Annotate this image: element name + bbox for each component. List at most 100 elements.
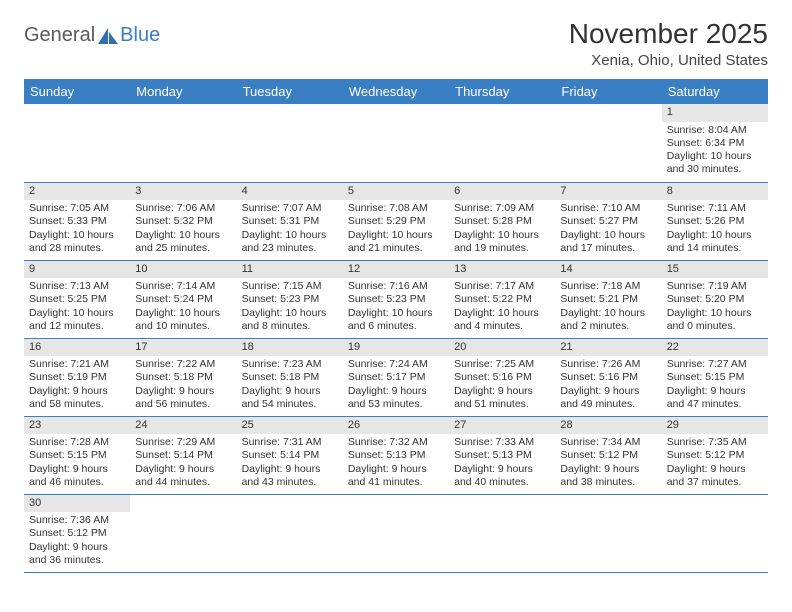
sunrise-line: Sunrise: 7:08 AM: [348, 202, 444, 215]
day-number: 30: [24, 495, 130, 513]
daylight-line: Daylight: 9 hours and 38 minutes.: [560, 463, 656, 489]
day-info: Sunrise: 7:21 AMSunset: 5:19 PMDaylight:…: [24, 356, 130, 415]
day-number: 27: [449, 417, 555, 435]
day-info: Sunrise: 7:29 AMSunset: 5:14 PMDaylight:…: [130, 434, 236, 493]
calendar-empty-cell: [130, 494, 236, 572]
calendar-day-cell: 11Sunrise: 7:15 AMSunset: 5:23 PMDayligh…: [237, 260, 343, 338]
day-info: Sunrise: 7:27 AMSunset: 5:15 PMDaylight:…: [662, 356, 768, 415]
day-info: Sunrise: 7:07 AMSunset: 5:31 PMDaylight:…: [237, 200, 343, 259]
sunrise-line: Sunrise: 7:28 AM: [29, 436, 125, 449]
calendar-day-cell: 5Sunrise: 7:08 AMSunset: 5:29 PMDaylight…: [343, 182, 449, 260]
sunset-line: Sunset: 5:27 PM: [560, 215, 656, 228]
sunrise-line: Sunrise: 7:05 AM: [29, 202, 125, 215]
sunset-line: Sunset: 5:26 PM: [667, 215, 763, 228]
calendar-day-cell: 12Sunrise: 7:16 AMSunset: 5:23 PMDayligh…: [343, 260, 449, 338]
sunset-line: Sunset: 5:14 PM: [135, 449, 231, 462]
calendar-empty-cell: [343, 104, 449, 182]
sunset-line: Sunset: 5:12 PM: [667, 449, 763, 462]
daylight-line: Daylight: 9 hours and 40 minutes.: [454, 463, 550, 489]
day-info: Sunrise: 7:15 AMSunset: 5:23 PMDaylight:…: [237, 278, 343, 337]
calendar-table: SundayMondayTuesdayWednesdayThursdayFrid…: [24, 79, 768, 573]
daylight-line: Daylight: 9 hours and 58 minutes.: [29, 385, 125, 411]
calendar-week-row: 1Sunrise: 8:04 AMSunset: 6:34 PMDaylight…: [24, 104, 768, 182]
sunset-line: Sunset: 5:18 PM: [242, 371, 338, 384]
sunset-line: Sunset: 5:23 PM: [242, 293, 338, 306]
calendar-day-cell: 2Sunrise: 7:05 AMSunset: 5:33 PMDaylight…: [24, 182, 130, 260]
month-title: November 2025: [569, 18, 768, 50]
calendar-day-cell: 6Sunrise: 7:09 AMSunset: 5:28 PMDaylight…: [449, 182, 555, 260]
day-info: Sunrise: 7:09 AMSunset: 5:28 PMDaylight:…: [449, 200, 555, 259]
day-number: 5: [343, 183, 449, 201]
calendar-week-row: 30Sunrise: 7:36 AMSunset: 5:12 PMDayligh…: [24, 494, 768, 572]
day-number: 22: [662, 339, 768, 357]
sunset-line: Sunset: 5:22 PM: [454, 293, 550, 306]
calendar-empty-cell: [237, 494, 343, 572]
calendar-day-cell: 1Sunrise: 8:04 AMSunset: 6:34 PMDaylight…: [662, 104, 768, 182]
calendar-day-cell: 25Sunrise: 7:31 AMSunset: 5:14 PMDayligh…: [237, 416, 343, 494]
day-number: 9: [24, 261, 130, 279]
daylight-line: Daylight: 9 hours and 44 minutes.: [135, 463, 231, 489]
header: General Blue November 2025 Xenia, Ohio, …: [24, 18, 768, 69]
day-of-week-header: Friday: [555, 79, 661, 104]
calendar-day-cell: 4Sunrise: 7:07 AMSunset: 5:31 PMDaylight…: [237, 182, 343, 260]
daylight-line: Daylight: 10 hours and 30 minutes.: [667, 150, 763, 176]
day-number: 24: [130, 417, 236, 435]
sunset-line: Sunset: 6:34 PM: [667, 137, 763, 150]
sunrise-line: Sunrise: 7:25 AM: [454, 358, 550, 371]
sunrise-line: Sunrise: 7:34 AM: [560, 436, 656, 449]
sunset-line: Sunset: 5:20 PM: [667, 293, 763, 306]
sunset-line: Sunset: 5:12 PM: [29, 527, 125, 540]
day-number: 25: [237, 417, 343, 435]
sunset-line: Sunset: 5:21 PM: [560, 293, 656, 306]
sunrise-line: Sunrise: 8:04 AM: [667, 124, 763, 137]
sunrise-line: Sunrise: 7:31 AM: [242, 436, 338, 449]
day-number: 3: [130, 183, 236, 201]
sunrise-line: Sunrise: 7:13 AM: [29, 280, 125, 293]
daylight-line: Daylight: 9 hours and 54 minutes.: [242, 385, 338, 411]
sunrise-line: Sunrise: 7:33 AM: [454, 436, 550, 449]
daylight-line: Daylight: 10 hours and 23 minutes.: [242, 229, 338, 255]
calendar-day-cell: 29Sunrise: 7:35 AMSunset: 5:12 PMDayligh…: [662, 416, 768, 494]
calendar-day-cell: 10Sunrise: 7:14 AMSunset: 5:24 PMDayligh…: [130, 260, 236, 338]
sunrise-line: Sunrise: 7:24 AM: [348, 358, 444, 371]
day-number: 19: [343, 339, 449, 357]
day-info: Sunrise: 7:11 AMSunset: 5:26 PMDaylight:…: [662, 200, 768, 259]
day-number: 17: [130, 339, 236, 357]
day-info: Sunrise: 7:32 AMSunset: 5:13 PMDaylight:…: [343, 434, 449, 493]
day-info: Sunrise: 7:18 AMSunset: 5:21 PMDaylight:…: [555, 278, 661, 337]
calendar-empty-cell: [343, 494, 449, 572]
calendar-day-cell: 18Sunrise: 7:23 AMSunset: 5:18 PMDayligh…: [237, 338, 343, 416]
daylight-line: Daylight: 9 hours and 43 minutes.: [242, 463, 338, 489]
day-number: 13: [449, 261, 555, 279]
sunset-line: Sunset: 5:12 PM: [560, 449, 656, 462]
sunrise-line: Sunrise: 7:17 AM: [454, 280, 550, 293]
calendar-day-cell: 7Sunrise: 7:10 AMSunset: 5:27 PMDaylight…: [555, 182, 661, 260]
day-info: Sunrise: 7:22 AMSunset: 5:18 PMDaylight:…: [130, 356, 236, 415]
day-info: Sunrise: 7:24 AMSunset: 5:17 PMDaylight:…: [343, 356, 449, 415]
day-info: Sunrise: 7:26 AMSunset: 5:16 PMDaylight:…: [555, 356, 661, 415]
day-info: Sunrise: 7:35 AMSunset: 5:12 PMDaylight:…: [662, 434, 768, 493]
daylight-line: Daylight: 10 hours and 2 minutes.: [560, 307, 656, 333]
calendar-day-cell: 9Sunrise: 7:13 AMSunset: 5:25 PMDaylight…: [24, 260, 130, 338]
logo: General Blue: [24, 18, 160, 47]
sunset-line: Sunset: 5:16 PM: [560, 371, 656, 384]
day-number: 28: [555, 417, 661, 435]
location: Xenia, Ohio, United States: [569, 52, 768, 69]
sunrise-line: Sunrise: 7:21 AM: [29, 358, 125, 371]
daylight-line: Daylight: 10 hours and 8 minutes.: [242, 307, 338, 333]
daylight-line: Daylight: 10 hours and 25 minutes.: [135, 229, 231, 255]
day-of-week-header: Thursday: [449, 79, 555, 104]
sunrise-line: Sunrise: 7:14 AM: [135, 280, 231, 293]
daylight-line: Daylight: 9 hours and 37 minutes.: [667, 463, 763, 489]
calendar-day-cell: 3Sunrise: 7:06 AMSunset: 5:32 PMDaylight…: [130, 182, 236, 260]
calendar-empty-cell: [662, 494, 768, 572]
calendar-empty-cell: [449, 494, 555, 572]
calendar-day-cell: 20Sunrise: 7:25 AMSunset: 5:16 PMDayligh…: [449, 338, 555, 416]
day-number: 26: [343, 417, 449, 435]
sunrise-line: Sunrise: 7:22 AM: [135, 358, 231, 371]
day-info: Sunrise: 7:34 AMSunset: 5:12 PMDaylight:…: [555, 434, 661, 493]
sunrise-line: Sunrise: 7:09 AM: [454, 202, 550, 215]
day-number: 10: [130, 261, 236, 279]
day-info: Sunrise: 7:08 AMSunset: 5:29 PMDaylight:…: [343, 200, 449, 259]
sunset-line: Sunset: 5:25 PM: [29, 293, 125, 306]
